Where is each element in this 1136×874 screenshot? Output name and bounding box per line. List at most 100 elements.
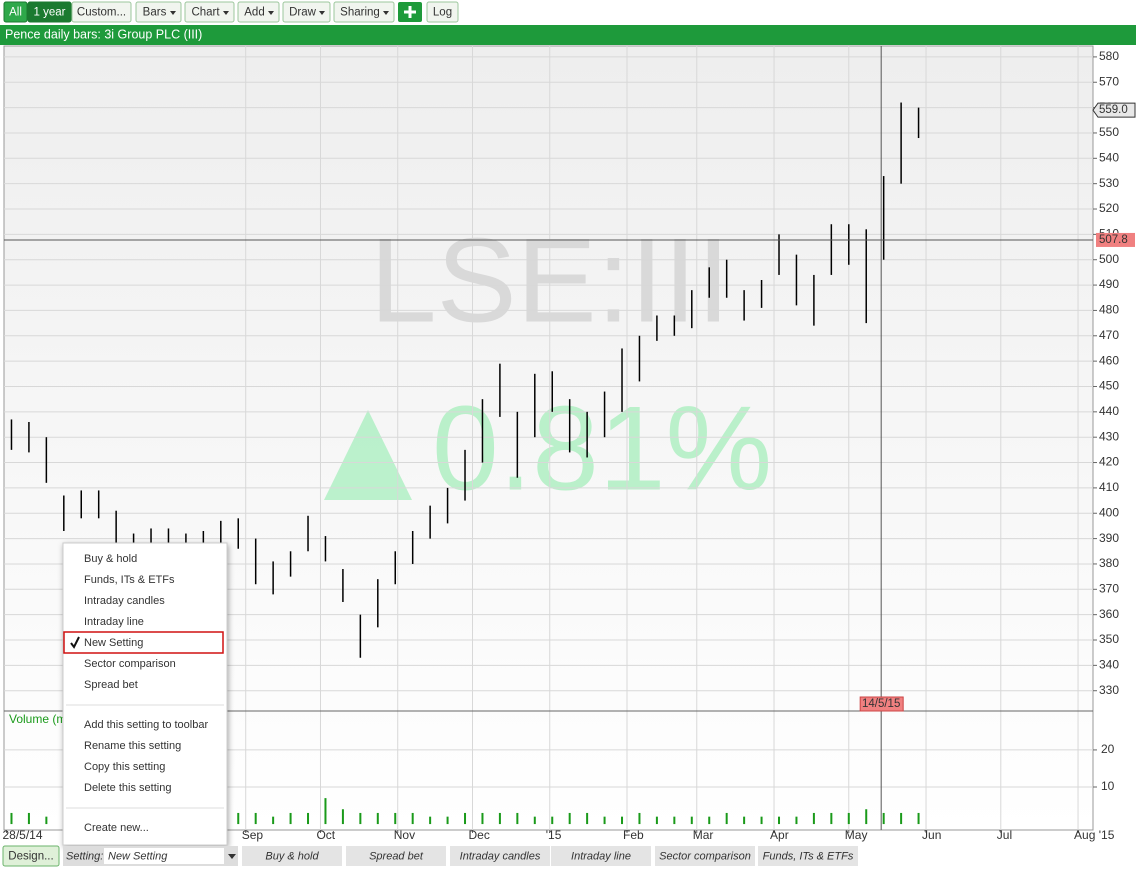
setting-tab-label: Intraday line: [571, 850, 631, 862]
y-tick-label: 580: [1099, 49, 1119, 63]
menu-panel: [62, 542, 228, 846]
volume-bar: [307, 812, 310, 825]
volume-bar: [533, 816, 536, 825]
setting-tab[interactable]: [758, 846, 858, 866]
crosshair-y-box: [1096, 232, 1135, 247]
toolbar-button[interactable]: [184, 1, 235, 23]
toolbar-button-label: Add: [244, 7, 264, 19]
setting-tab[interactable]: [655, 846, 755, 866]
crosshair-x-box: [859, 696, 904, 712]
volume-bar: [45, 816, 48, 825]
setting-tab[interactable]: [450, 846, 550, 866]
toolbar-button[interactable]: [27, 1, 72, 23]
x-tick-label: Sep: [242, 828, 264, 842]
volume-bar: [917, 812, 920, 825]
volume-bar: [516, 812, 519, 825]
toolbar-button[interactable]: [135, 1, 182, 23]
x-tick-label: Jun: [922, 828, 941, 842]
toolbar-button[interactable]: [282, 1, 331, 23]
x-tick-label: '15: [546, 828, 562, 842]
volume-bar: [690, 816, 693, 825]
toolbar-button[interactable]: [426, 1, 459, 23]
volume-bar: [498, 812, 501, 825]
y-tick-label: 410: [1099, 480, 1119, 494]
menu-item[interactable]: New Setting: [84, 637, 143, 649]
menu-action[interactable]: Copy this setting: [84, 761, 165, 773]
volume-bar: [324, 798, 327, 825]
y-tick-label: 330: [1099, 683, 1119, 697]
design-button[interactable]: [2, 845, 60, 867]
volume-bar: [743, 816, 746, 825]
y-tick-label: 470: [1099, 328, 1119, 342]
volume-bar: [586, 812, 589, 825]
menu-action[interactable]: Rename this setting: [84, 740, 181, 752]
toolbar-button[interactable]: [3, 1, 28, 23]
volume-bar: [603, 816, 606, 825]
setting-tab[interactable]: [242, 846, 342, 866]
volume-bar: [778, 816, 781, 825]
volume-bar: [655, 816, 658, 825]
checked-item-box: [63, 631, 224, 654]
setting-tab[interactable]: [551, 846, 651, 866]
x-tick-label: Dec: [468, 828, 489, 842]
volume-bar: [568, 812, 571, 825]
setting-tab[interactable]: [346, 846, 446, 866]
design-label: Design...: [8, 851, 53, 863]
dropdown-arrow: [223, 11, 229, 15]
volume-bar: [673, 816, 676, 825]
dropdown-arrow: [170, 11, 176, 15]
y-tick-label: 550: [1099, 125, 1119, 139]
toolbar-button[interactable]: [237, 1, 280, 23]
setting-arrow: [228, 854, 236, 859]
y-tick-label: 420: [1099, 455, 1119, 469]
y-tick-label: 540: [1099, 150, 1119, 164]
toolbar-button-label: Custom...: [77, 7, 126, 19]
volume-bar: [446, 816, 449, 825]
volume-bar: [289, 812, 292, 825]
setting-tab-label: Buy & hold: [265, 850, 319, 862]
menu-action[interactable]: Delete this setting: [84, 782, 171, 794]
volume-bar: [464, 812, 467, 825]
volume-bar: [272, 816, 275, 825]
setting-tab-label: Funds, ITs & ETFs: [763, 850, 854, 862]
volume-bar: [708, 816, 711, 825]
y-tick-label: 10: [1101, 779, 1115, 793]
volume-bar: [621, 816, 624, 825]
last-price-label: 559.0: [1099, 104, 1128, 116]
up-arrow: [324, 410, 412, 500]
volume-bar: [551, 816, 554, 825]
menu-item[interactable]: Sector comparison: [84, 658, 176, 670]
menu-item[interactable]: Spread bet: [84, 679, 138, 691]
setting-input[interactable]: [104, 848, 224, 864]
volume-bar: [725, 812, 728, 825]
x-tick-label: Oct: [316, 828, 335, 842]
menu-item[interactable]: Intraday candles: [84, 595, 165, 607]
bottom-bar: Design... Setting: New Setting Buy & hold Sp…: [2, 845, 858, 867]
volume-bar: [812, 812, 815, 825]
menu-action[interactable]: Add this setting to toolbar: [84, 719, 208, 731]
x-tick-label: Mar: [693, 828, 714, 842]
volume-bar: [481, 812, 484, 825]
menu-create[interactable]: Create new...: [84, 822, 149, 834]
plot: LSE:III 0.81%: [4, 46, 1093, 830]
volume-bar: [376, 812, 379, 825]
menu-item[interactable]: Funds, ITs & ETFs: [84, 574, 175, 586]
volume-bar: [847, 812, 850, 825]
toolbar-button[interactable]: [333, 1, 395, 23]
volume-bar: [359, 812, 362, 825]
setting-label: Setting:: [66, 850, 103, 862]
checkmark: [70, 636, 80, 649]
menu-item[interactable]: Intraday line: [84, 616, 144, 628]
volume-bar: [900, 812, 903, 825]
settings-menu: Buy & hold Funds, ITs & ETFs Intraday cand…: [62, 542, 228, 846]
toolbar-button[interactable]: [71, 1, 132, 23]
volume-bar: [429, 816, 432, 825]
volume-bar: [795, 816, 798, 825]
dropdown-arrow: [319, 11, 325, 15]
menu-item[interactable]: Buy & hold: [84, 553, 137, 565]
volume-bar: [394, 812, 397, 825]
volume-bar: [27, 812, 30, 825]
y-tick-label: 460: [1099, 353, 1119, 367]
volume-bar: [411, 812, 414, 825]
